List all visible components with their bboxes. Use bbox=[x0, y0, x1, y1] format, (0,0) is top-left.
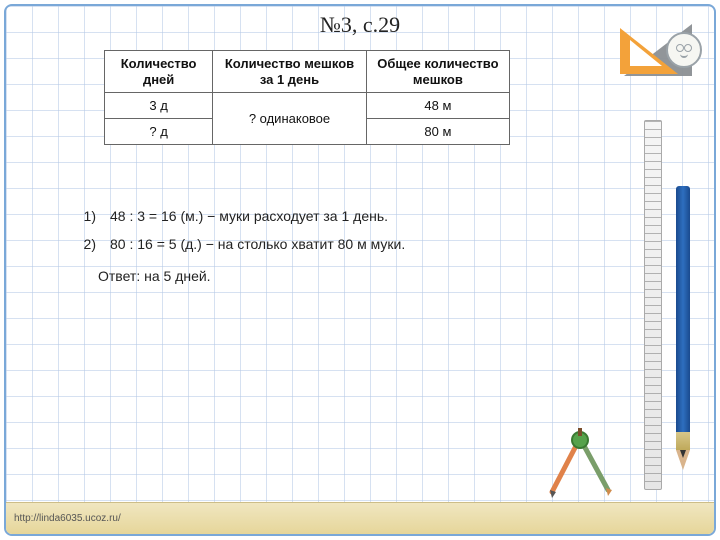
cell-days-1: 3 д bbox=[105, 93, 213, 119]
footer-link-text: http://linda6035.ucoz.ru/ bbox=[14, 513, 121, 524]
ruler-icon bbox=[644, 120, 662, 490]
page-frame: №3, с.29 Количество дней Количество мешк… bbox=[4, 4, 716, 536]
cell-total-2: 80 м bbox=[366, 119, 509, 145]
step-index: 1) bbox=[80, 202, 96, 230]
solution-steps: 1) 48 : 3 = 16 (м.) − муки расходует за … bbox=[80, 202, 405, 258]
step-text: 80 : 16 = 5 (д.) − на столько хватит 80 … bbox=[110, 230, 405, 258]
step-2: 2) 80 : 16 = 5 (д.) − на столько хватит … bbox=[80, 230, 405, 258]
problem-table: Количество дней Количество мешков за 1 д… bbox=[104, 50, 510, 145]
step-text: 48 : 3 = 16 (м.) − муки расходует за 1 д… bbox=[110, 202, 388, 230]
col-total: Общее количество мешков bbox=[366, 51, 509, 93]
pencil-icon bbox=[676, 186, 690, 486]
answer-text: Ответ: на 5 дней. bbox=[98, 268, 211, 284]
compass-icon bbox=[538, 428, 628, 498]
title-text: №3, с.29 bbox=[320, 12, 400, 37]
footer-bar: http://linda6035.ucoz.ru/ bbox=[6, 502, 714, 534]
cell-per-day: ? одинаковое bbox=[213, 93, 367, 145]
cell-total-1: 48 м bbox=[366, 93, 509, 119]
table-row: 3 д ? одинаковое 48 м bbox=[105, 93, 510, 119]
page-title: №3, с.29 bbox=[320, 12, 400, 38]
step-index: 2) bbox=[80, 230, 96, 258]
col-per-day: Количество мешков за 1 день bbox=[213, 51, 367, 93]
face-icon bbox=[666, 32, 702, 68]
cell-days-2: ? д bbox=[105, 119, 213, 145]
step-1: 1) 48 : 3 = 16 (м.) − муки расходует за … bbox=[80, 202, 405, 230]
col-days: Количество дней bbox=[105, 51, 213, 93]
